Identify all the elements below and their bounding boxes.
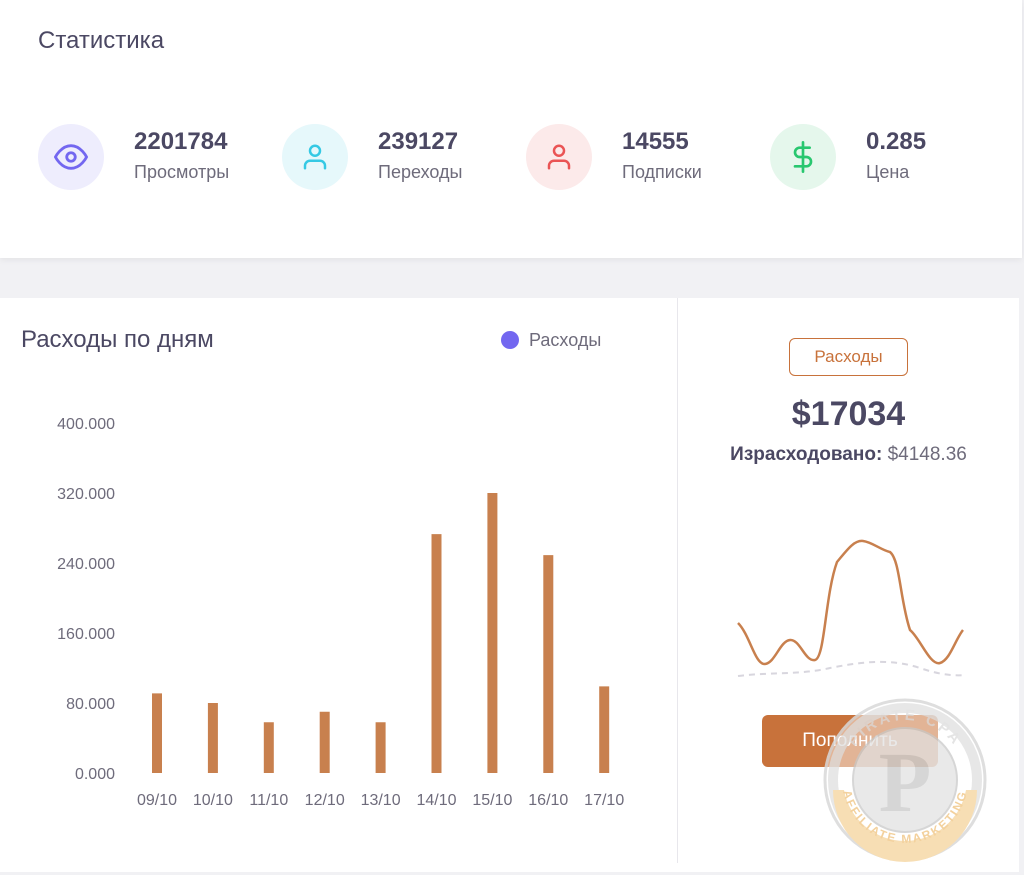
watermark-letter: P <box>879 734 932 830</box>
bar[interactable] <box>152 693 162 773</box>
x-tick-label: 17/10 <box>584 792 624 809</box>
sparkline-shadow <box>737 660 967 677</box>
stat-subscriptions-label: Подписки <box>622 162 702 182</box>
y-tick-label: 80.000 <box>66 696 115 713</box>
chart-title: Расходы по дням <box>21 326 214 353</box>
spent-label: Израсходовано: <box>730 444 883 465</box>
statistics-title: Статистика <box>38 27 165 54</box>
bar[interactable] <box>263 722 274 773</box>
y-tick-label: 400.000 <box>57 416 115 433</box>
legend-marker <box>501 331 519 349</box>
sparkline-line <box>737 539 965 666</box>
stat-clicks-label: Переходы <box>378 162 463 182</box>
stat-views-label: Просмотры <box>134 162 230 182</box>
expenses-bar-chart: 0.000 80.000 160.000 240.000 320.000 400.000 0… <box>57 416 624 809</box>
x-tick-label: 09/10 <box>137 792 177 809</box>
x-tick-label: 12/10 <box>305 792 345 809</box>
spent-summary: Израсходовано: $4148.36 <box>678 444 1019 466</box>
stat-price-label: Цена <box>866 162 910 182</box>
balance-amount: $17034 <box>791 395 906 433</box>
chart-legend[interactable]: Расходы <box>501 328 601 352</box>
bar[interactable] <box>599 686 610 773</box>
user-icon <box>282 124 348 190</box>
bar[interactable] <box>375 722 386 773</box>
stat-clicks-value: 239127 <box>378 128 459 155</box>
dollar-icon <box>770 124 836 190</box>
bar[interactable] <box>431 534 442 773</box>
pirate-cpa-watermark: P PIRATE CPA AFFILIATE MARKETING <box>823 698 987 862</box>
y-tick-label: 0.000 <box>75 766 115 783</box>
x-tick-label: 11/10 <box>249 792 288 809</box>
y-tick-label: 240.000 <box>57 556 115 573</box>
x-tick-label: 10/10 <box>193 792 233 809</box>
x-tick-label: 14/10 <box>416 792 456 809</box>
divider <box>677 298 678 863</box>
spent-value: $4148.36 <box>887 444 967 465</box>
expenses-card <box>0 298 1019 872</box>
stat-price-value: 0.285 <box>866 128 927 155</box>
stat-views-value: 2201784 <box>134 128 228 155</box>
bar[interactable] <box>207 703 218 773</box>
bar[interactable] <box>319 711 330 773</box>
y-tick-label: 160.000 <box>57 626 115 643</box>
eye-icon <box>38 124 104 190</box>
statistics-card: Статистика 2201784 Просмотры 239127 Пере… <box>0 0 1022 258</box>
expenses-badge: Расходы <box>789 338 908 376</box>
x-tick-label: 15/10 <box>472 792 512 809</box>
user-icon <box>526 124 592 190</box>
bar[interactable] <box>487 493 498 773</box>
legend-label: Расходы <box>529 329 602 350</box>
x-tick-label: 16/10 <box>528 792 568 809</box>
bar[interactable] <box>543 555 554 773</box>
expenses-sparkline <box>737 539 967 677</box>
x-tick-label: 13/10 <box>361 792 401 809</box>
y-tick-label: 320.000 <box>57 486 115 503</box>
stat-subscriptions-value: 14555 <box>622 128 689 155</box>
